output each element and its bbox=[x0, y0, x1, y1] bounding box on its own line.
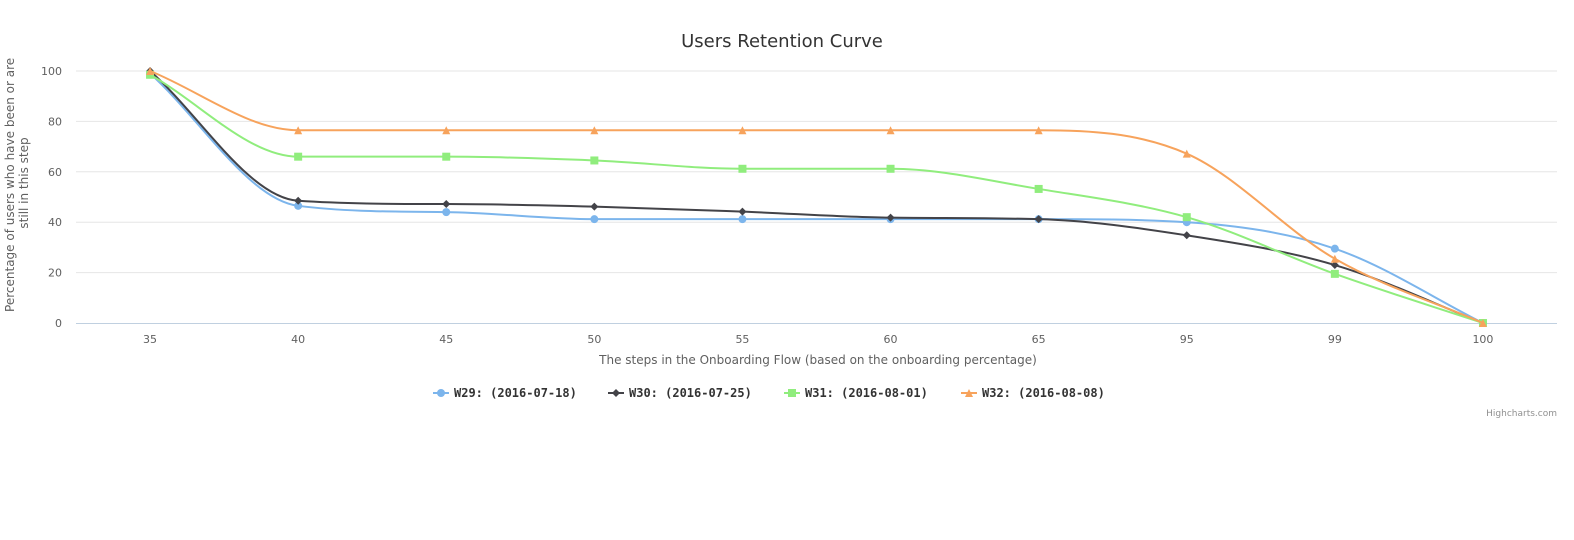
data-point bbox=[738, 207, 747, 216]
y-axis-ticks: 0 20 40 60 80 100 bbox=[41, 65, 62, 330]
x-tick-label: 100 bbox=[1472, 333, 1493, 346]
y-tick-label: 0 bbox=[55, 317, 62, 330]
legend-label: W30: (2016-07-25) bbox=[629, 386, 752, 400]
data-point bbox=[1478, 319, 1487, 327]
series-4 bbox=[146, 67, 1487, 327]
data-point bbox=[442, 200, 451, 209]
data-point bbox=[1330, 269, 1339, 278]
series-group bbox=[146, 67, 1487, 327]
data-point bbox=[590, 202, 599, 211]
data-point bbox=[590, 156, 599, 165]
x-axis-title: The steps in the Onboarding Flow (based … bbox=[598, 353, 1037, 367]
series-2 bbox=[146, 67, 1487, 327]
data-point bbox=[1034, 215, 1043, 224]
y-tick-label: 40 bbox=[48, 216, 62, 229]
x-tick-label: 95 bbox=[1180, 333, 1194, 346]
data-point bbox=[738, 126, 747, 135]
credits-link[interactable]: Highcharts.com bbox=[1486, 409, 1557, 419]
legend-marker bbox=[965, 389, 973, 397]
y-tick-label: 80 bbox=[48, 115, 62, 128]
data-point bbox=[1330, 254, 1339, 263]
data-point bbox=[738, 215, 747, 224]
legend-marker bbox=[437, 389, 445, 397]
data-point bbox=[1034, 184, 1043, 193]
data-point bbox=[886, 126, 895, 135]
legend-item-2[interactable]: W30: (2016-07-25) bbox=[608, 386, 752, 400]
data-point bbox=[1182, 149, 1191, 158]
x-tick-label: 99 bbox=[1328, 333, 1342, 346]
y-tick-label: 60 bbox=[48, 166, 62, 179]
series-line bbox=[149, 70, 1484, 324]
series-line bbox=[149, 70, 1484, 324]
legend-item-3[interactable]: W31: (2016-08-01) bbox=[784, 386, 928, 400]
data-point bbox=[886, 164, 895, 173]
data-point bbox=[294, 196, 303, 205]
y-tick-label: 100 bbox=[41, 65, 62, 78]
data-point bbox=[146, 67, 155, 75]
data-point bbox=[442, 208, 451, 217]
legend-marker bbox=[788, 389, 796, 397]
series-line bbox=[149, 72, 1484, 324]
x-tick-label: 65 bbox=[1032, 333, 1046, 346]
data-point bbox=[590, 126, 599, 135]
legend-item-1[interactable]: W29: (2016-07-18) bbox=[433, 386, 577, 400]
x-tick-label: 35 bbox=[143, 333, 157, 346]
y-axis-title: Percentage of users who have been or are… bbox=[3, 54, 31, 312]
y-axis-title-line-2: still in this step bbox=[17, 137, 31, 228]
data-point bbox=[294, 201, 303, 210]
legend-label: W29: (2016-07-18) bbox=[454, 386, 577, 400]
legend-marker bbox=[612, 389, 620, 397]
x-tick-label: 40 bbox=[291, 333, 305, 346]
y-tick-label: 20 bbox=[48, 267, 62, 280]
grid-lines bbox=[76, 70, 1557, 274]
data-point bbox=[590, 215, 599, 224]
legend-item-4[interactable]: W32: (2016-08-08) bbox=[961, 386, 1105, 400]
data-point bbox=[1330, 261, 1339, 270]
chart-title: Users Retention Curve bbox=[681, 31, 883, 52]
data-point bbox=[1330, 244, 1339, 253]
x-tick-label: 60 bbox=[884, 333, 898, 346]
data-point bbox=[738, 164, 747, 173]
x-tick-label: 50 bbox=[587, 333, 601, 346]
series-1 bbox=[146, 69, 1487, 327]
data-point bbox=[1034, 126, 1043, 135]
data-point bbox=[886, 213, 895, 222]
x-tick-label: 45 bbox=[439, 333, 453, 346]
series-line bbox=[149, 73, 1484, 324]
data-point bbox=[294, 126, 303, 135]
x-axis: 35 40 45 50 55 60 65 95 99 100 bbox=[76, 323, 1557, 346]
data-point bbox=[1182, 231, 1191, 240]
x-tick-label: 55 bbox=[735, 333, 749, 346]
legend: W29: (2016-07-18) W30: (2016-07-25) W31: (… bbox=[433, 386, 1105, 400]
data-point bbox=[442, 152, 451, 161]
data-point bbox=[442, 126, 451, 135]
legend-label: W31: (2016-08-01) bbox=[805, 386, 928, 400]
data-point bbox=[1182, 213, 1191, 222]
data-point bbox=[294, 152, 303, 161]
series-3 bbox=[146, 70, 1487, 327]
y-axis-title-line-1: Percentage of users who have been or are bbox=[3, 58, 17, 312]
legend-label: W32: (2016-08-08) bbox=[982, 386, 1105, 400]
